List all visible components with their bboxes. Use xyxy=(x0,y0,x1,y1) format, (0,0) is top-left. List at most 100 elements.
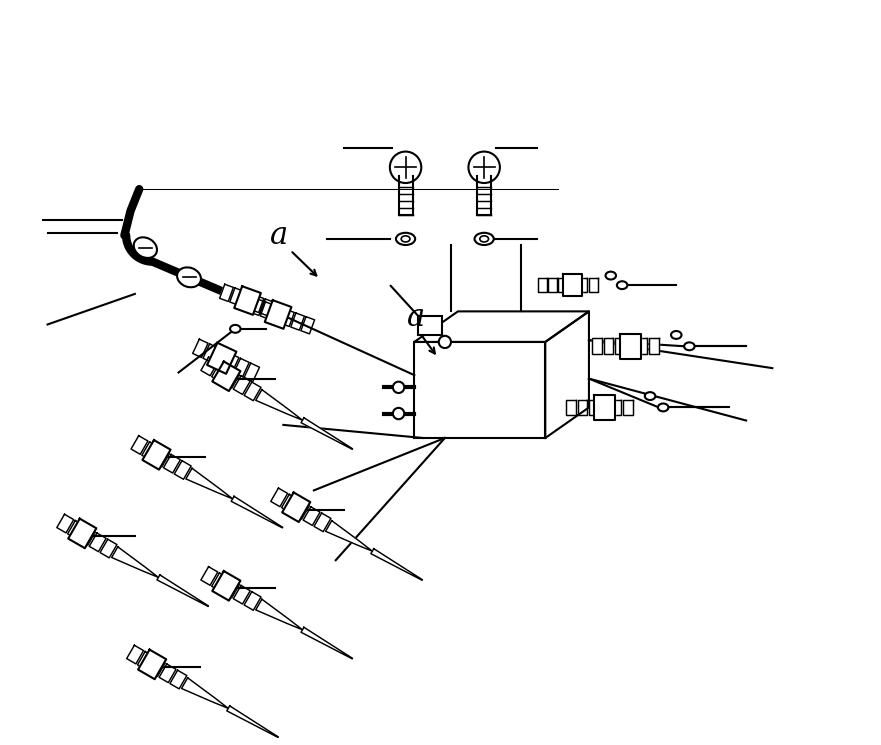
Polygon shape xyxy=(137,652,154,670)
Ellipse shape xyxy=(671,331,682,339)
Polygon shape xyxy=(623,399,633,415)
Polygon shape xyxy=(314,513,331,532)
Polygon shape xyxy=(224,354,239,372)
Polygon shape xyxy=(89,533,106,551)
Polygon shape xyxy=(170,670,187,689)
Polygon shape xyxy=(281,309,294,326)
Polygon shape xyxy=(186,469,233,499)
Polygon shape xyxy=(223,579,240,597)
Polygon shape xyxy=(559,278,567,292)
Polygon shape xyxy=(201,567,218,586)
Polygon shape xyxy=(131,436,148,454)
Ellipse shape xyxy=(147,453,158,461)
Polygon shape xyxy=(261,302,274,319)
Polygon shape xyxy=(240,291,254,309)
Polygon shape xyxy=(211,364,228,382)
Polygon shape xyxy=(219,285,233,302)
Polygon shape xyxy=(270,305,285,323)
Polygon shape xyxy=(157,575,209,606)
Polygon shape xyxy=(260,299,274,316)
Ellipse shape xyxy=(401,236,410,242)
Ellipse shape xyxy=(605,272,616,279)
Polygon shape xyxy=(326,521,373,551)
Polygon shape xyxy=(301,317,315,334)
Polygon shape xyxy=(255,599,302,630)
Text: a: a xyxy=(270,220,288,251)
Polygon shape xyxy=(152,448,169,467)
Ellipse shape xyxy=(230,325,241,333)
Polygon shape xyxy=(265,300,292,329)
Ellipse shape xyxy=(143,663,153,670)
Circle shape xyxy=(393,408,404,419)
Polygon shape xyxy=(142,442,159,460)
Polygon shape xyxy=(620,334,640,358)
Polygon shape xyxy=(56,514,74,533)
Polygon shape xyxy=(282,492,310,522)
Ellipse shape xyxy=(217,584,227,592)
Polygon shape xyxy=(212,361,241,391)
Polygon shape xyxy=(638,338,648,354)
Polygon shape xyxy=(270,302,284,320)
Polygon shape xyxy=(250,298,264,315)
Polygon shape xyxy=(213,349,229,367)
Polygon shape xyxy=(600,399,610,415)
Polygon shape xyxy=(592,338,602,354)
Polygon shape xyxy=(164,454,181,473)
Polygon shape xyxy=(233,586,250,604)
Polygon shape xyxy=(414,311,589,342)
Polygon shape xyxy=(234,286,261,315)
Ellipse shape xyxy=(134,238,157,258)
Polygon shape xyxy=(626,338,636,354)
Polygon shape xyxy=(414,342,545,438)
Polygon shape xyxy=(244,382,261,401)
Bar xyxy=(418,316,442,335)
Circle shape xyxy=(469,151,500,183)
Polygon shape xyxy=(578,399,588,415)
Polygon shape xyxy=(207,343,236,374)
Polygon shape xyxy=(181,678,228,708)
Polygon shape xyxy=(193,339,208,358)
Polygon shape xyxy=(112,547,159,577)
Polygon shape xyxy=(212,571,241,600)
Polygon shape xyxy=(230,288,243,305)
Polygon shape xyxy=(301,627,352,659)
Polygon shape xyxy=(159,664,176,682)
Polygon shape xyxy=(548,278,557,292)
Polygon shape xyxy=(148,658,165,676)
Ellipse shape xyxy=(658,404,669,411)
Polygon shape xyxy=(231,496,283,528)
Polygon shape xyxy=(579,278,588,292)
Circle shape xyxy=(390,151,421,183)
Polygon shape xyxy=(291,313,305,330)
Polygon shape xyxy=(282,495,299,513)
Polygon shape xyxy=(201,357,218,375)
Polygon shape xyxy=(68,521,85,539)
Circle shape xyxy=(393,381,404,393)
Ellipse shape xyxy=(73,532,84,539)
Polygon shape xyxy=(233,375,250,394)
Polygon shape xyxy=(100,539,117,558)
Ellipse shape xyxy=(177,267,201,288)
Ellipse shape xyxy=(685,343,694,350)
Polygon shape xyxy=(138,650,167,679)
Ellipse shape xyxy=(396,232,415,245)
Polygon shape xyxy=(538,278,546,292)
Polygon shape xyxy=(594,395,615,419)
Polygon shape xyxy=(371,548,422,580)
Polygon shape xyxy=(250,295,263,312)
Polygon shape xyxy=(611,399,621,415)
Polygon shape xyxy=(233,358,249,377)
Polygon shape xyxy=(566,399,576,415)
Polygon shape xyxy=(301,418,352,449)
Polygon shape xyxy=(255,390,302,420)
Ellipse shape xyxy=(287,506,297,513)
Polygon shape xyxy=(203,344,218,362)
Polygon shape xyxy=(244,363,260,381)
Polygon shape xyxy=(615,338,625,354)
Polygon shape xyxy=(603,338,613,354)
Ellipse shape xyxy=(217,375,227,382)
Polygon shape xyxy=(649,338,659,354)
Ellipse shape xyxy=(645,392,655,400)
Polygon shape xyxy=(78,527,95,545)
Polygon shape xyxy=(292,501,309,519)
